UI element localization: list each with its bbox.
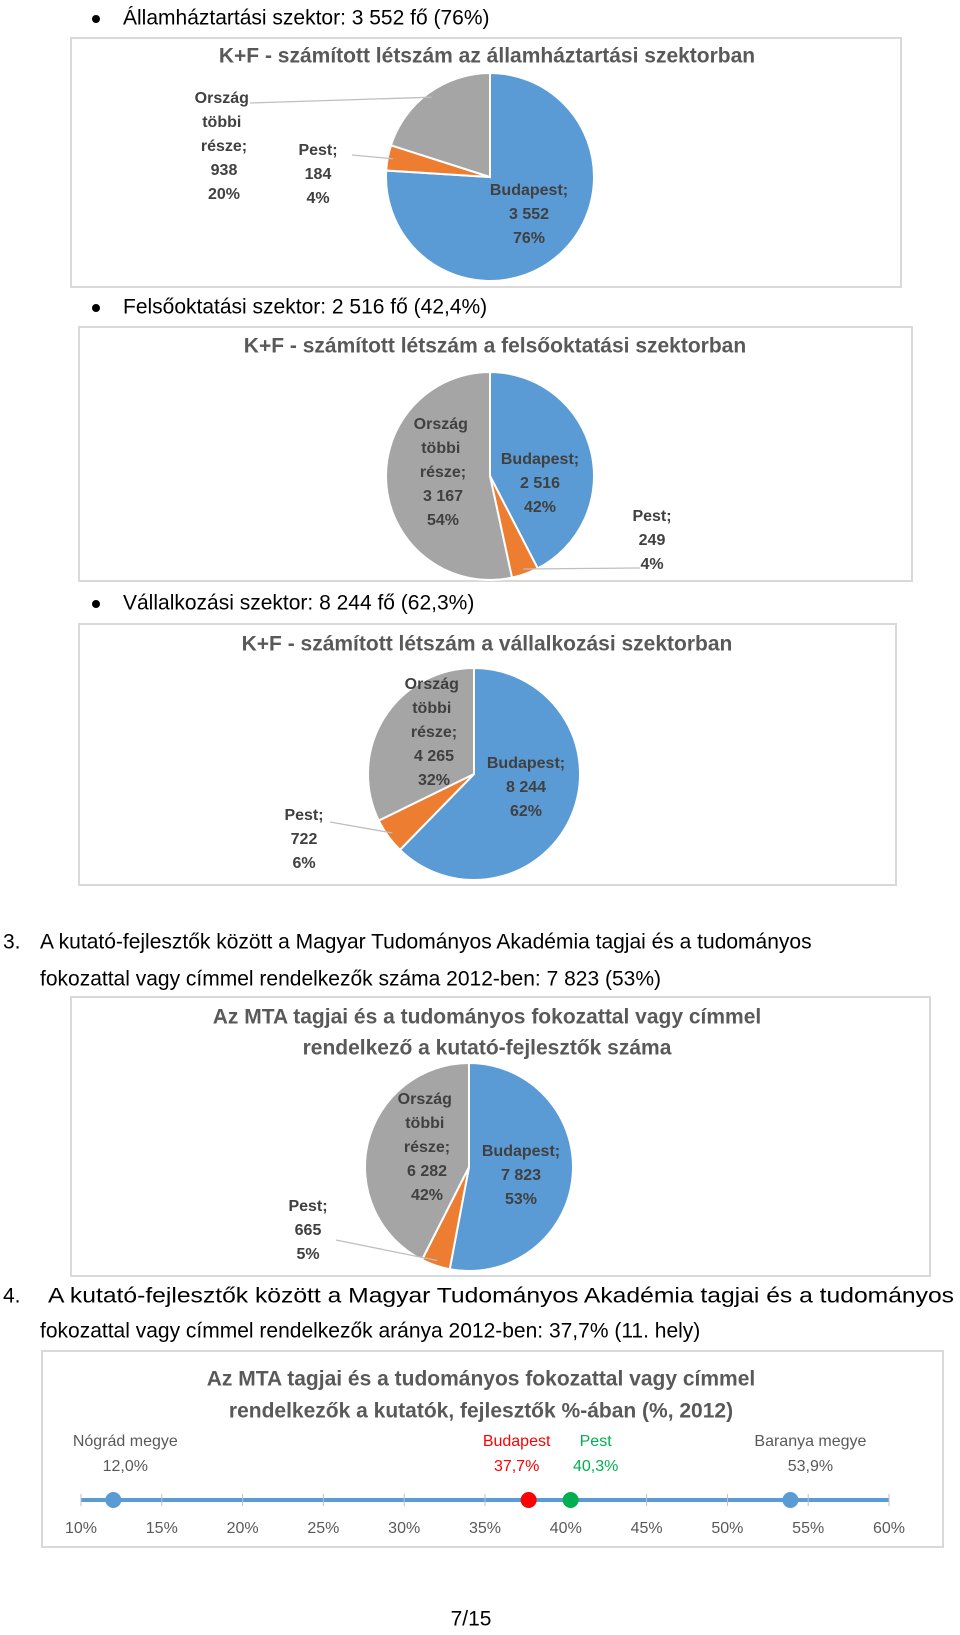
point <box>562 1492 579 1508</box>
data-label-category: Budapest; <box>501 451 579 468</box>
pie-slice <box>385 71 595 282</box>
paragraph-line: fokozattal vagy címmel rendelkezők arány… <box>40 1320 700 1343</box>
point-name: Budapest <box>483 1433 551 1450</box>
data-label-percent: 4% <box>640 556 663 573</box>
point <box>520 1492 537 1508</box>
paragraph-line: fokozattal vagy címmel rendelkezők száma… <box>40 968 661 991</box>
data-label-percent: 6% <box>292 855 315 872</box>
pie-slice <box>389 71 491 179</box>
data-label-percent: 76% <box>513 230 545 247</box>
data-label-category: Budapest; <box>487 755 565 772</box>
bullet <box>92 600 100 608</box>
bullet-text: Államháztartási szektor: 3 552 fő (76%) <box>123 7 490 30</box>
point-name: Pest <box>580 1433 613 1450</box>
data-label-percent: 4% <box>306 190 329 207</box>
x-tick-label: 20% <box>227 1520 259 1537</box>
x-tick-label: 55% <box>792 1520 824 1537</box>
pie-slice <box>448 1061 574 1272</box>
leader-line <box>249 96 432 104</box>
data-label-value: 722 <box>291 831 318 848</box>
chart-title: Az MTA tagjai és a tudományos fokozattal… <box>207 1368 755 1391</box>
data-label-value: 2 516 <box>520 475 560 492</box>
chart-title: K+F - számított létszám az államháztartá… <box>219 45 755 68</box>
bullet <box>92 304 100 312</box>
data-label-value: 3 552 <box>509 206 549 223</box>
data-label-value: 4 265 <box>414 748 454 765</box>
point-value-label: 12,0% <box>103 1458 148 1475</box>
data-label-percent: 5% <box>296 1246 319 1263</box>
data-label-category: Pest; <box>298 142 337 159</box>
leader-line <box>329 821 393 834</box>
data-label-value: 8 244 <box>506 779 546 796</box>
data-label-percent: 20% <box>208 186 240 203</box>
x-tick-label: 50% <box>711 1520 743 1537</box>
chart-frame <box>41 1350 944 1548</box>
data-label-percent: 62% <box>510 803 542 820</box>
paragraph-line: A kutató-fejlesztők között a Magyar Tudo… <box>40 931 812 954</box>
x-tick-label: 30% <box>388 1520 420 1537</box>
paragraph-number: 4. <box>3 1285 21 1308</box>
chart-title: rendelkezők a kutatók, fejlesztők %-ában… <box>229 1400 733 1423</box>
data-label-percent: 54% <box>427 512 459 529</box>
data-label-category: Ország többi része; <box>398 1091 457 1156</box>
leader-line <box>523 567 641 570</box>
leader-line <box>335 1239 438 1262</box>
data-label-category: Ország többi része; <box>414 416 473 481</box>
point <box>105 1492 122 1508</box>
pie-slice <box>398 666 581 881</box>
pie-slice <box>367 666 475 822</box>
point-value-label: 37,7% <box>494 1458 539 1475</box>
bullet <box>92 15 100 23</box>
data-label-category: Pest; <box>288 1198 327 1215</box>
chart-title: rendelkező a kutató-fejlesztők száma <box>303 1037 672 1060</box>
bullet-text: Vállalkozási szektor: 8 244 fő (62,3%) <box>123 592 474 615</box>
data-label-value: 3 167 <box>423 488 463 505</box>
x-tick-label: 45% <box>631 1520 663 1537</box>
pie-slice <box>364 1061 470 1262</box>
paragraph-line: A kutató-fejlesztők között a Magyar Tudo… <box>48 1285 954 1308</box>
data-label-percent: 32% <box>418 772 450 789</box>
data-label-category: Ország többi része; <box>405 676 464 741</box>
data-label-value: 7 823 <box>501 1167 541 1184</box>
data-label-value: 249 <box>639 532 666 549</box>
point-name: Nógrád megye <box>73 1433 178 1450</box>
data-label-category: Budapest; <box>490 182 568 199</box>
x-tick-label: 25% <box>307 1520 339 1537</box>
x-tick-label: 40% <box>550 1520 582 1537</box>
point <box>782 1492 799 1508</box>
data-label-value: 6 282 <box>407 1163 447 1180</box>
chart-title: K+F - számított létszám a vállalkozási s… <box>242 633 733 656</box>
data-label-percent: 42% <box>524 499 556 516</box>
data-label-percent: 53% <box>505 1191 537 1208</box>
page-number: 7/15 <box>451 1608 492 1631</box>
paragraph-number: 3. <box>3 931 21 954</box>
chart-title: K+F - számított létszám a felsőoktatási … <box>244 335 746 358</box>
pie-slice <box>489 370 595 570</box>
data-label-value: 938 <box>211 162 238 179</box>
data-label-category: Pest; <box>284 807 323 824</box>
data-label-category: Pest; <box>632 508 671 525</box>
chart-title: Az MTA tagjai és a tudományos fokozattal… <box>213 1006 761 1029</box>
x-tick-label: 35% <box>469 1520 501 1537</box>
x-tick-label: 10% <box>65 1520 97 1537</box>
data-label-value: 665 <box>295 1222 322 1239</box>
data-label-category: Budapest; <box>482 1143 560 1160</box>
point-name: Baranya megye <box>754 1433 866 1450</box>
data-label-category: Ország többi része; <box>195 90 254 155</box>
data-label-value: 184 <box>305 166 332 183</box>
data-label-percent: 42% <box>411 1187 443 1204</box>
bullet-text: Felsőoktatási szektor: 2 516 fő (42,4%) <box>123 296 487 319</box>
point-value-label: 53,9% <box>788 1458 833 1475</box>
x-tick-label: 15% <box>146 1520 178 1537</box>
leader-line <box>351 154 393 160</box>
pie-slice <box>385 370 514 581</box>
x-tick-label: 60% <box>873 1520 905 1537</box>
point-value-label: 40,3% <box>573 1458 618 1475</box>
